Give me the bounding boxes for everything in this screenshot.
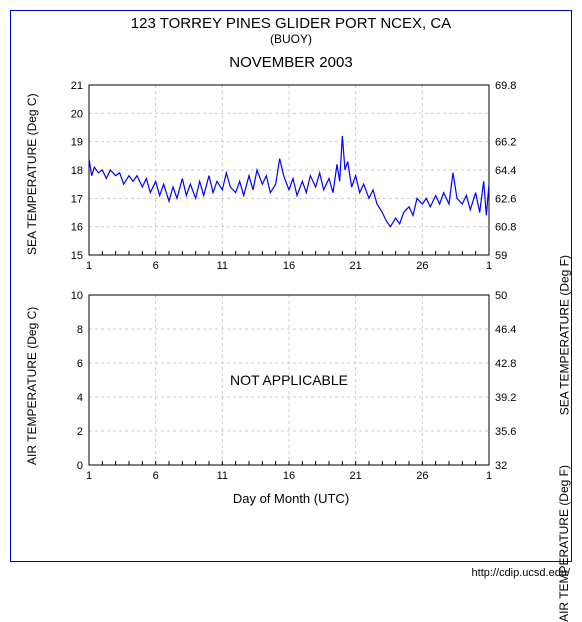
svg-text:21: 21 xyxy=(350,260,362,272)
svg-text:50: 50 xyxy=(495,290,507,302)
svg-text:6: 6 xyxy=(77,358,83,370)
svg-text:10: 10 xyxy=(71,290,83,302)
svg-text:20: 20 xyxy=(71,108,83,120)
svg-text:26: 26 xyxy=(416,260,428,272)
svg-text:1: 1 xyxy=(86,470,92,482)
chart2-ylabel-left: AIR TEMPERATURE (Deg C) xyxy=(25,307,39,465)
svg-text:16: 16 xyxy=(71,222,83,234)
chart2-svg: 1611162126102468103235.639.242.846.450NO… xyxy=(11,285,571,485)
svg-text:6: 6 xyxy=(153,470,159,482)
svg-text:21: 21 xyxy=(71,80,83,92)
svg-text:8: 8 xyxy=(77,324,83,336)
subtitle: (BUOY) xyxy=(11,32,571,46)
svg-text:18: 18 xyxy=(71,165,83,177)
svg-text:46.4: 46.4 xyxy=(495,324,516,336)
main-title: 123 TORREY PINES GLIDER PORT NCEX, CA xyxy=(11,15,571,32)
svg-text:1: 1 xyxy=(486,260,492,272)
svg-text:32: 32 xyxy=(495,460,507,472)
svg-text:59: 59 xyxy=(495,250,507,262)
chart2-ylabel-right: AIR TEMPERATURE (Deg F) xyxy=(557,465,571,622)
sea-temp-chart: SEA TEMPERATURE (Deg C) SEA TEMPERATURE … xyxy=(11,75,571,275)
svg-text:NOT APPLICABLE: NOT APPLICABLE xyxy=(230,372,348,388)
svg-text:1: 1 xyxy=(86,260,92,272)
svg-text:26: 26 xyxy=(416,470,428,482)
svg-text:69.8: 69.8 xyxy=(495,80,516,92)
svg-text:4: 4 xyxy=(77,392,83,404)
svg-text:42.8: 42.8 xyxy=(495,358,516,370)
chart1-ylabel-left: SEA TEMPERATURE (Deg C) xyxy=(25,93,39,255)
svg-text:15: 15 xyxy=(71,250,83,262)
svg-text:35.6: 35.6 xyxy=(495,426,516,438)
svg-text:1: 1 xyxy=(486,470,492,482)
svg-text:16: 16 xyxy=(283,260,295,272)
period-title: NOVEMBER 2003 xyxy=(11,54,571,71)
svg-text:11: 11 xyxy=(217,470,228,482)
svg-text:66.2: 66.2 xyxy=(495,137,516,149)
chart1-svg: 16111621261151617181920215960.862.664.46… xyxy=(11,75,571,275)
svg-text:17: 17 xyxy=(71,193,83,205)
frame-border: 123 TORREY PINES GLIDER PORT NCEX, CA (B… xyxy=(10,10,572,562)
svg-text:16: 16 xyxy=(283,470,295,482)
svg-text:64.4: 64.4 xyxy=(495,165,516,177)
container: 123 TORREY PINES GLIDER PORT NCEX, CA (B… xyxy=(0,0,582,581)
x-axis-label: Day of Month (UTC) xyxy=(11,491,571,506)
svg-text:6: 6 xyxy=(153,260,159,272)
svg-text:0: 0 xyxy=(77,460,83,472)
svg-text:11: 11 xyxy=(217,260,228,272)
credit-url: http://cdip.ucsd.edu/ xyxy=(472,567,570,579)
svg-text:62.6: 62.6 xyxy=(495,193,516,205)
svg-text:2: 2 xyxy=(77,426,83,438)
air-temp-chart: AIR TEMPERATURE (Deg C) AIR TEMPERATURE … xyxy=(11,285,571,485)
svg-text:21: 21 xyxy=(350,470,362,482)
svg-text:60.8: 60.8 xyxy=(495,222,516,234)
svg-text:19: 19 xyxy=(71,137,83,149)
svg-text:39.2: 39.2 xyxy=(495,392,516,404)
